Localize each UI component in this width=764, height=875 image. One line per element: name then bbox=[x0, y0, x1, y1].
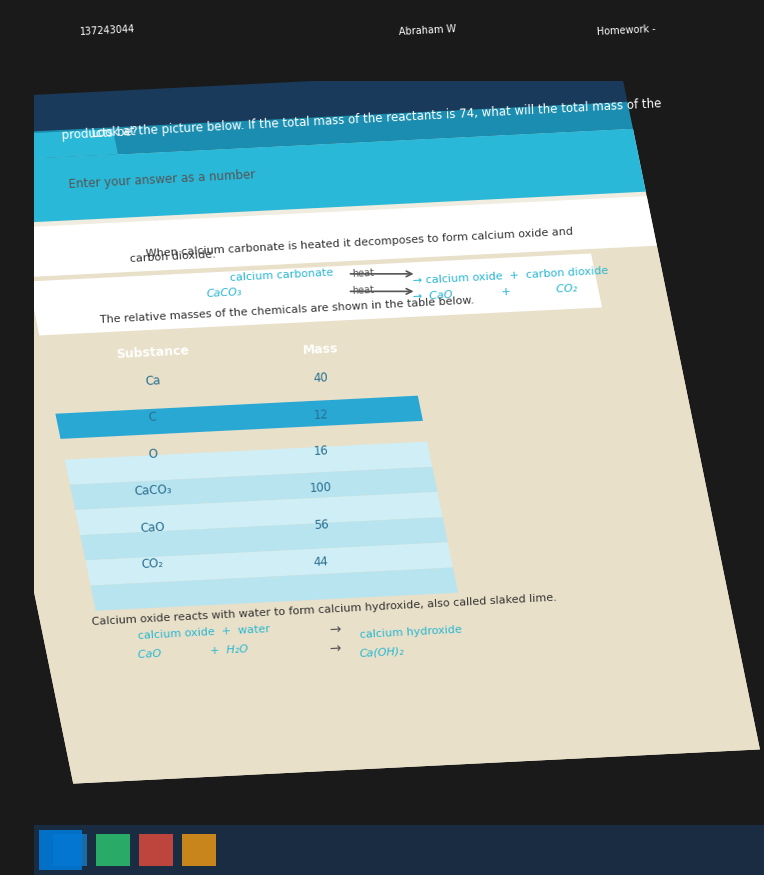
Text: Ca: Ca bbox=[144, 374, 161, 388]
Text: CO₂: CO₂ bbox=[141, 557, 164, 571]
Bar bbox=[0, 66, 627, 136]
Bar bbox=[39, 830, 83, 871]
Text: 137243044: 137243044 bbox=[79, 24, 135, 37]
Text: CaCO₃: CaCO₃ bbox=[206, 287, 242, 299]
Text: →: → bbox=[329, 623, 341, 637]
Text: CaO: CaO bbox=[140, 521, 166, 535]
Text: 12: 12 bbox=[313, 408, 329, 422]
Text: When calcium carbonate is heated it decomposes to form calcium oxide and: When calcium carbonate is heated it deco… bbox=[145, 226, 573, 259]
Bar bbox=[70, 466, 438, 510]
Text: CaCO₃: CaCO₃ bbox=[134, 483, 172, 499]
Text: 56: 56 bbox=[313, 518, 329, 532]
Text: Substance: Substance bbox=[116, 344, 189, 361]
Text: heat: heat bbox=[351, 285, 374, 296]
Text: Enter your answer as a number: Enter your answer as a number bbox=[69, 168, 256, 191]
Text: 16: 16 bbox=[313, 444, 329, 458]
Text: CaO              +  H₂O: CaO + H₂O bbox=[138, 644, 248, 660]
Text: heat: heat bbox=[351, 268, 374, 278]
Bar bbox=[86, 542, 453, 585]
Bar bbox=[34, 825, 764, 875]
Text: Abraham W: Abraham W bbox=[399, 24, 457, 37]
Bar bbox=[80, 517, 448, 560]
Bar bbox=[96, 834, 130, 866]
Text: 100: 100 bbox=[309, 481, 332, 495]
Bar bbox=[0, 102, 633, 163]
Text: Calcium oxide reacts with water to form calcium hydroxide, also called slaked li: Calcium oxide reacts with water to form … bbox=[92, 592, 557, 627]
Bar bbox=[90, 568, 458, 611]
Bar bbox=[139, 834, 173, 866]
Bar bbox=[183, 834, 215, 866]
Text: → calcium oxide  +  carbon dioxide: → calcium oxide + carbon dioxide bbox=[413, 265, 608, 286]
Text: C: C bbox=[148, 410, 157, 424]
Text: O: O bbox=[148, 447, 157, 461]
Text: Mass: Mass bbox=[303, 343, 339, 357]
Text: carbon dioxide.: carbon dioxide. bbox=[130, 250, 216, 264]
Bar bbox=[65, 442, 432, 485]
Text: 40: 40 bbox=[313, 371, 329, 385]
Bar bbox=[0, 196, 657, 280]
Bar bbox=[0, 129, 646, 226]
Bar bbox=[0, 129, 760, 784]
Text: →  CaO              +             CO₂: → CaO + CO₂ bbox=[413, 284, 578, 303]
Bar bbox=[55, 396, 423, 439]
Bar bbox=[28, 254, 602, 335]
Text: The relative masses of the chemicals are shown in the table below.: The relative masses of the chemicals are… bbox=[99, 296, 474, 326]
Text: calcium hydroxide: calcium hydroxide bbox=[359, 625, 461, 640]
Bar bbox=[0, 130, 118, 163]
Text: products be?: products be? bbox=[61, 125, 138, 143]
Text: →: → bbox=[329, 642, 341, 656]
Text: calcium oxide  +  water: calcium oxide + water bbox=[138, 624, 270, 641]
Text: Look at the picture below. If the total mass of the reactants is 74, what will t: Look at the picture below. If the total … bbox=[92, 97, 662, 139]
Text: calcium carbonate: calcium carbonate bbox=[229, 268, 333, 284]
Text: 44: 44 bbox=[313, 555, 329, 569]
Text: Homework -: Homework - bbox=[597, 24, 656, 37]
Bar bbox=[0, 246, 760, 784]
Text: Ca(OH)₂: Ca(OH)₂ bbox=[359, 646, 405, 658]
Bar bbox=[53, 834, 87, 866]
Bar bbox=[75, 492, 442, 536]
